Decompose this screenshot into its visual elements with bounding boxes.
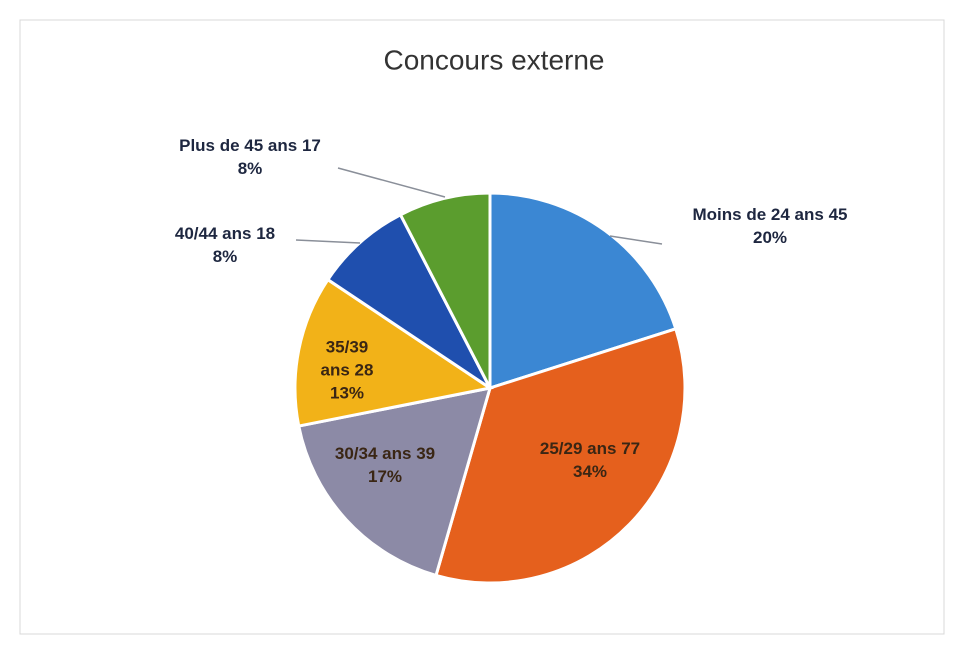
percent-label: 20% <box>752 228 788 247</box>
chart-title: Concours externe <box>383 44 604 75</box>
percent-label: 8% <box>237 159 263 178</box>
category-label: 30/34 ans <box>334 444 412 463</box>
leader-line <box>609 235 663 245</box>
pie-slice <box>434 326 687 585</box>
leader-line <box>295 239 361 244</box>
value-label: 18 <box>256 224 276 243</box>
category-label: Plus de 45 ans <box>179 136 298 155</box>
category-label: 35/39 ans <box>320 337 369 380</box>
data-label: 40/44 ans 18 8% <box>145 222 305 268</box>
value-label: 28 <box>354 360 374 380</box>
leader-line <box>337 167 446 198</box>
percent-label: 8% <box>212 247 238 266</box>
pie-slice <box>488 191 678 391</box>
percent-label: 34% <box>572 462 608 481</box>
pie-slice <box>398 191 492 389</box>
percent-label: 13% <box>329 383 365 403</box>
value-label: 45 <box>828 205 848 224</box>
category-label: 25/29 ans <box>539 439 617 458</box>
value-label: 77 <box>621 439 641 458</box>
data-label: Plus de 45 ans 17 8% <box>150 134 350 180</box>
data-label: 25/29 ans 77 34% <box>510 437 670 483</box>
pie-slice <box>325 212 492 390</box>
data-label: Moins de 24 ans 45 20% <box>650 203 890 249</box>
pie-slice <box>293 277 494 428</box>
data-label: 35/39 ans 28 13% <box>316 336 378 405</box>
value-label: 39 <box>416 444 436 463</box>
percent-label: 17% <box>367 467 403 486</box>
value-label: 17 <box>301 136 321 155</box>
pie-slice <box>296 386 493 578</box>
category-label: Moins de 24 ans <box>692 205 824 224</box>
data-label: 30/34 ans 39 17% <box>305 442 465 488</box>
category-label: 40/44 ans <box>174 224 252 243</box>
